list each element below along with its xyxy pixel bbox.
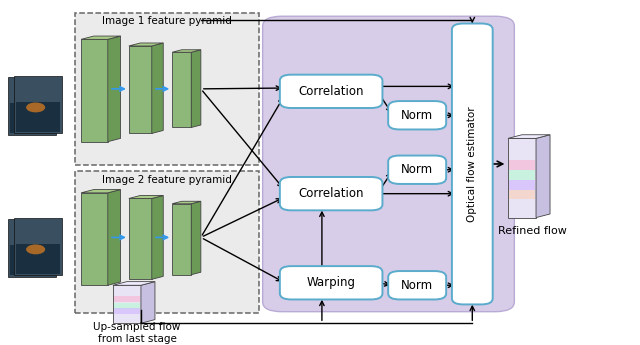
Polygon shape	[509, 180, 536, 189]
Polygon shape	[81, 36, 120, 39]
Polygon shape	[509, 190, 536, 199]
Polygon shape	[14, 76, 62, 134]
Polygon shape	[141, 282, 155, 323]
Polygon shape	[172, 201, 201, 204]
FancyBboxPatch shape	[280, 266, 383, 299]
Polygon shape	[172, 52, 191, 128]
Text: Optical flow estimator: Optical flow estimator	[467, 106, 477, 222]
Text: Norm: Norm	[401, 279, 433, 292]
Polygon shape	[8, 77, 56, 135]
Bar	[75, 13, 259, 165]
Polygon shape	[16, 244, 60, 274]
FancyBboxPatch shape	[280, 177, 383, 210]
Text: Refined flow: Refined flow	[498, 226, 566, 236]
FancyBboxPatch shape	[452, 23, 493, 304]
Polygon shape	[81, 39, 108, 142]
Text: Correlation: Correlation	[298, 187, 364, 200]
Polygon shape	[113, 303, 140, 309]
FancyBboxPatch shape	[262, 16, 515, 312]
Text: Norm: Norm	[401, 163, 433, 176]
Polygon shape	[113, 285, 141, 323]
Text: Correlation: Correlation	[298, 85, 364, 98]
Text: Image 1 feature pyramid: Image 1 feature pyramid	[102, 16, 232, 26]
Polygon shape	[108, 36, 120, 142]
FancyBboxPatch shape	[388, 271, 446, 299]
Polygon shape	[14, 218, 62, 275]
Text: Norm: Norm	[401, 109, 433, 122]
Text: Up-sampled flow
from last stage: Up-sampled flow from last stage	[93, 322, 181, 344]
FancyBboxPatch shape	[388, 101, 446, 129]
Text: Warping: Warping	[307, 276, 356, 289]
FancyBboxPatch shape	[280, 75, 383, 108]
Circle shape	[20, 104, 39, 114]
Polygon shape	[129, 196, 163, 198]
Polygon shape	[113, 296, 140, 303]
Polygon shape	[191, 201, 201, 275]
Polygon shape	[129, 198, 152, 279]
Polygon shape	[191, 50, 201, 128]
Polygon shape	[172, 204, 191, 275]
Polygon shape	[113, 308, 140, 314]
Polygon shape	[509, 170, 536, 180]
Polygon shape	[536, 135, 550, 218]
Polygon shape	[509, 160, 536, 170]
Polygon shape	[129, 46, 152, 134]
Bar	[75, 171, 259, 313]
Text: Image 2 feature pyramid: Image 2 feature pyramid	[102, 175, 232, 185]
Polygon shape	[508, 138, 536, 218]
Circle shape	[26, 244, 45, 254]
Polygon shape	[81, 189, 120, 193]
FancyBboxPatch shape	[388, 156, 446, 184]
Polygon shape	[508, 135, 550, 138]
Polygon shape	[10, 103, 54, 134]
Circle shape	[26, 102, 45, 112]
Polygon shape	[81, 193, 108, 285]
Polygon shape	[108, 189, 120, 285]
Circle shape	[20, 246, 39, 256]
Polygon shape	[10, 245, 54, 275]
Polygon shape	[129, 43, 163, 46]
Polygon shape	[113, 282, 155, 285]
Polygon shape	[152, 43, 163, 134]
Polygon shape	[16, 102, 60, 132]
Polygon shape	[152, 196, 163, 279]
Polygon shape	[8, 219, 56, 277]
Polygon shape	[172, 50, 201, 52]
